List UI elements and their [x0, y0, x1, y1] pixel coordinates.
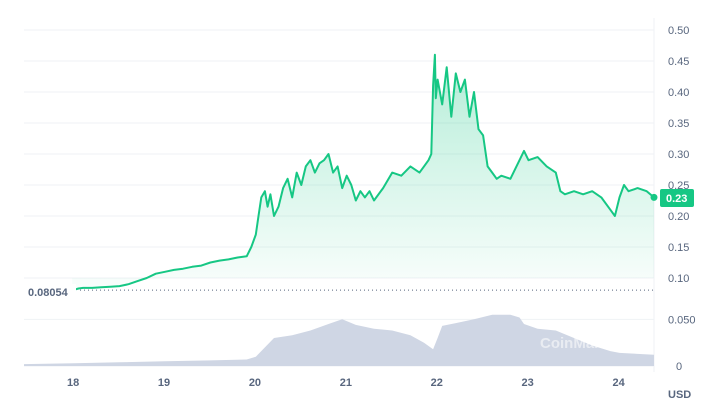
volume-shape [24, 314, 654, 366]
y-tick-label: 0.35 [668, 118, 689, 130]
x-tick-label: 24 [612, 377, 625, 389]
start-price-marker: 0.08054 [24, 284, 76, 300]
start-price-bg [24, 284, 76, 300]
price-area-fill [72, 54, 654, 292]
volume-tick-label: 0.050 [668, 314, 696, 326]
current-price-badge[interactable]: 0.23 [660, 189, 694, 207]
y-tick-label: 0.20 [668, 211, 689, 223]
unit-label: USD [668, 389, 691, 401]
x-tick-label: 23 [522, 377, 534, 389]
y-tick-label: 0.10 [668, 273, 689, 285]
price-line [71, 53, 655, 293]
start-price-label: 0.08054 [28, 287, 69, 299]
y-tick-label: 0.30 [668, 149, 689, 161]
y-tick-label: 0.40 [668, 87, 689, 99]
x-tick-label: 20 [249, 377, 261, 389]
x-tick-label: 21 [340, 377, 352, 389]
current-price-label: 0.23 [666, 193, 687, 205]
volume-tick-label: 0 [676, 361, 682, 373]
x-axis-ticks: 18 19 20 21 22 23 24 [67, 377, 626, 389]
y-tick-label: 0.15 [668, 242, 689, 254]
y-tick-label: 0.45 [668, 56, 689, 68]
current-price-dot [650, 193, 658, 201]
x-tick-label: 22 [431, 377, 443, 389]
price-area [71, 53, 658, 293]
y-axis-ticks: 0.500.450.400.350.300.250.200.150.10 [668, 25, 689, 285]
volume-axis-ticks: 0.050 0 [668, 314, 696, 373]
x-tick-label: 18 [67, 377, 79, 389]
volume-area [24, 314, 654, 366]
x-tick-label: 19 [158, 377, 170, 389]
current-price-badge-bg [660, 189, 694, 207]
watermark-text: CoinMarketCap [540, 335, 650, 352]
y-tick-label: 0.50 [668, 25, 689, 37]
